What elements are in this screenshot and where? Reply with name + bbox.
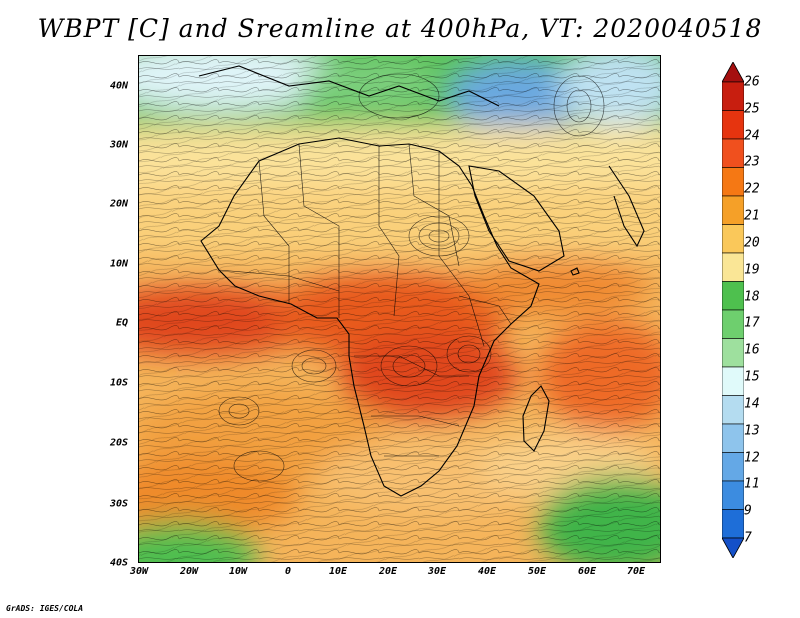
lon-label-30w: 30W bbox=[129, 566, 149, 577]
chart-title: WBPT [C] and Sreamline at 400hPa, VT: 20… bbox=[37, 14, 763, 43]
colorbar-bottom-arrow bbox=[722, 537, 744, 558]
colorbar-segment bbox=[722, 281, 744, 311]
colorbar-segment bbox=[722, 138, 744, 168]
lon-label-10e: 10E bbox=[328, 566, 348, 577]
colorbar-label: 15 bbox=[744, 369, 760, 385]
colorbar-label: 21 bbox=[744, 208, 760, 224]
colorbar-label: 23 bbox=[744, 154, 760, 170]
wbpt-streamline-map bbox=[139, 56, 660, 562]
colorbar-segment bbox=[722, 452, 744, 482]
lat-label-20n: 20N bbox=[109, 198, 128, 210]
colorbar-label: 9 bbox=[744, 503, 752, 519]
colorbar-top-arrow bbox=[722, 62, 744, 83]
colorbar-label: 17 bbox=[744, 315, 760, 331]
colorbar-segment bbox=[722, 338, 744, 368]
lat-label-eq: EQ bbox=[115, 317, 128, 329]
streamlines bbox=[139, 56, 660, 562]
colorbar-label: 18 bbox=[744, 289, 760, 305]
colorbar-segment bbox=[722, 509, 744, 539]
colorbar bbox=[722, 62, 744, 558]
colorbar-segment bbox=[722, 252, 744, 282]
map-panel bbox=[138, 55, 661, 563]
colorbar-segment bbox=[722, 366, 744, 396]
lat-label-30n: 30N bbox=[109, 139, 128, 151]
colorbar-label: 25 bbox=[744, 101, 760, 117]
lon-label-50e: 50E bbox=[527, 566, 547, 577]
colorbar-label: 26 bbox=[744, 74, 760, 90]
country-borders bbox=[218, 143, 512, 457]
lon-label-30e: 30E bbox=[427, 566, 447, 577]
lon-label-10w: 10W bbox=[228, 566, 248, 577]
lon-label-60e: 60E bbox=[577, 566, 597, 577]
colorbar-segment bbox=[722, 423, 744, 453]
lon-label-20e: 20E bbox=[378, 566, 398, 577]
lon-label-70e: 70E bbox=[626, 566, 646, 577]
lat-label-40n: 40N bbox=[109, 80, 128, 92]
colorbar-segment bbox=[722, 309, 744, 339]
lat-label-10n: 10N bbox=[109, 258, 128, 270]
lon-label-20w: 20W bbox=[179, 566, 199, 577]
colorbar-label: 19 bbox=[744, 262, 760, 278]
colorbar-label: 13 bbox=[744, 423, 760, 439]
lon-label-40e: 40E bbox=[477, 566, 497, 577]
colorbar-segment bbox=[722, 395, 744, 425]
colorbar-segment bbox=[722, 110, 744, 140]
grads-credit: GrADS: IGES/COLA bbox=[6, 604, 84, 613]
lon-label-0: 0 bbox=[284, 566, 292, 577]
colorbar-label: 16 bbox=[744, 342, 760, 358]
colorbar-segment bbox=[722, 167, 744, 197]
lat-label-10s: 10S bbox=[109, 377, 128, 389]
colorbar-label: 11 bbox=[744, 476, 760, 492]
colorbar-segment bbox=[722, 195, 744, 225]
colorbar-segment bbox=[722, 224, 744, 254]
colorbar-segment bbox=[722, 480, 744, 510]
lat-label-20s: 20S bbox=[109, 437, 128, 449]
colorbar-label: 22 bbox=[744, 181, 760, 197]
colorbar-label: 20 bbox=[744, 235, 760, 251]
colorbar-label: 14 bbox=[744, 396, 760, 412]
colorbar-label: 24 bbox=[744, 128, 760, 144]
colorbar-segment bbox=[722, 81, 744, 111]
colorbar-label: 12 bbox=[744, 450, 760, 466]
colorbar-label: 7 bbox=[744, 530, 752, 546]
lat-label-40s: 40S bbox=[109, 557, 128, 569]
lat-label-30s: 30S bbox=[109, 498, 128, 510]
